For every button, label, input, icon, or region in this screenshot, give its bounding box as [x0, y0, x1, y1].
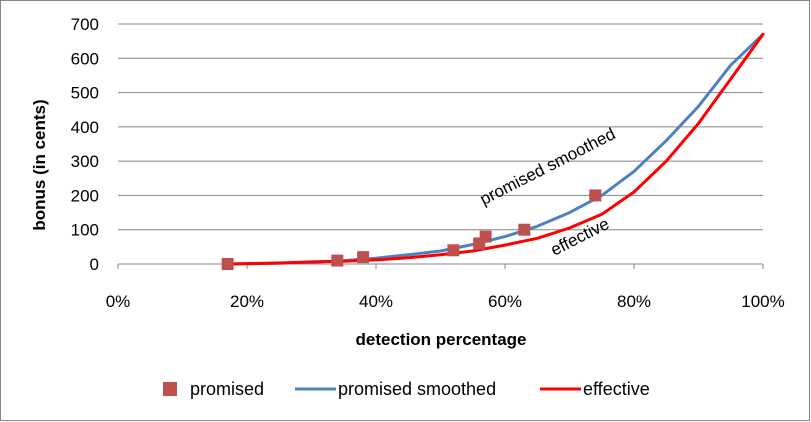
legend-marker-promised: [163, 382, 177, 396]
data-point-promised: [589, 189, 602, 202]
x-tick-label: 20%: [230, 292, 264, 311]
legend-label-promised: promised: [190, 379, 264, 399]
data-point-promised: [447, 244, 460, 257]
y-tick-label: 500: [71, 84, 99, 103]
data-point-promised: [221, 258, 234, 270]
axes: 0 100 200 300 400 500 600 700 0% 20% 40% 60% 80% 100%: [71, 15, 785, 311]
x-tick-label: 60%: [488, 292, 522, 311]
legend: promised promised smoothed effective: [163, 379, 650, 399]
legend-label-promised-smoothed: promised smoothed: [338, 379, 496, 399]
data-point-promised: [331, 254, 344, 267]
gridlines: [118, 23, 763, 231]
y-axis-title: bonus (in cents): [30, 99, 49, 230]
y-tick-label: 700: [71, 15, 99, 34]
data-point-promised: [518, 223, 531, 236]
x-tick-label: 100%: [741, 292, 784, 311]
data-point-promised: [357, 251, 370, 264]
x-tick-label: 80%: [617, 292, 651, 311]
y-tick-label: 100: [71, 221, 99, 240]
x-tick-label: 0%: [106, 292, 131, 311]
y-tick-label: 300: [71, 152, 99, 171]
y-tick-label: 200: [71, 186, 99, 205]
legend-label-effective: effective: [583, 379, 650, 399]
series: [221, 32, 765, 270]
y-tick-label: 0: [90, 255, 99, 274]
y-tick-label: 600: [71, 49, 99, 68]
y-tick-label: 400: [71, 118, 99, 137]
x-tick-label: 40%: [359, 292, 393, 311]
data-point-promised: [479, 230, 492, 243]
x-axis-title: detection percentage: [356, 330, 527, 349]
